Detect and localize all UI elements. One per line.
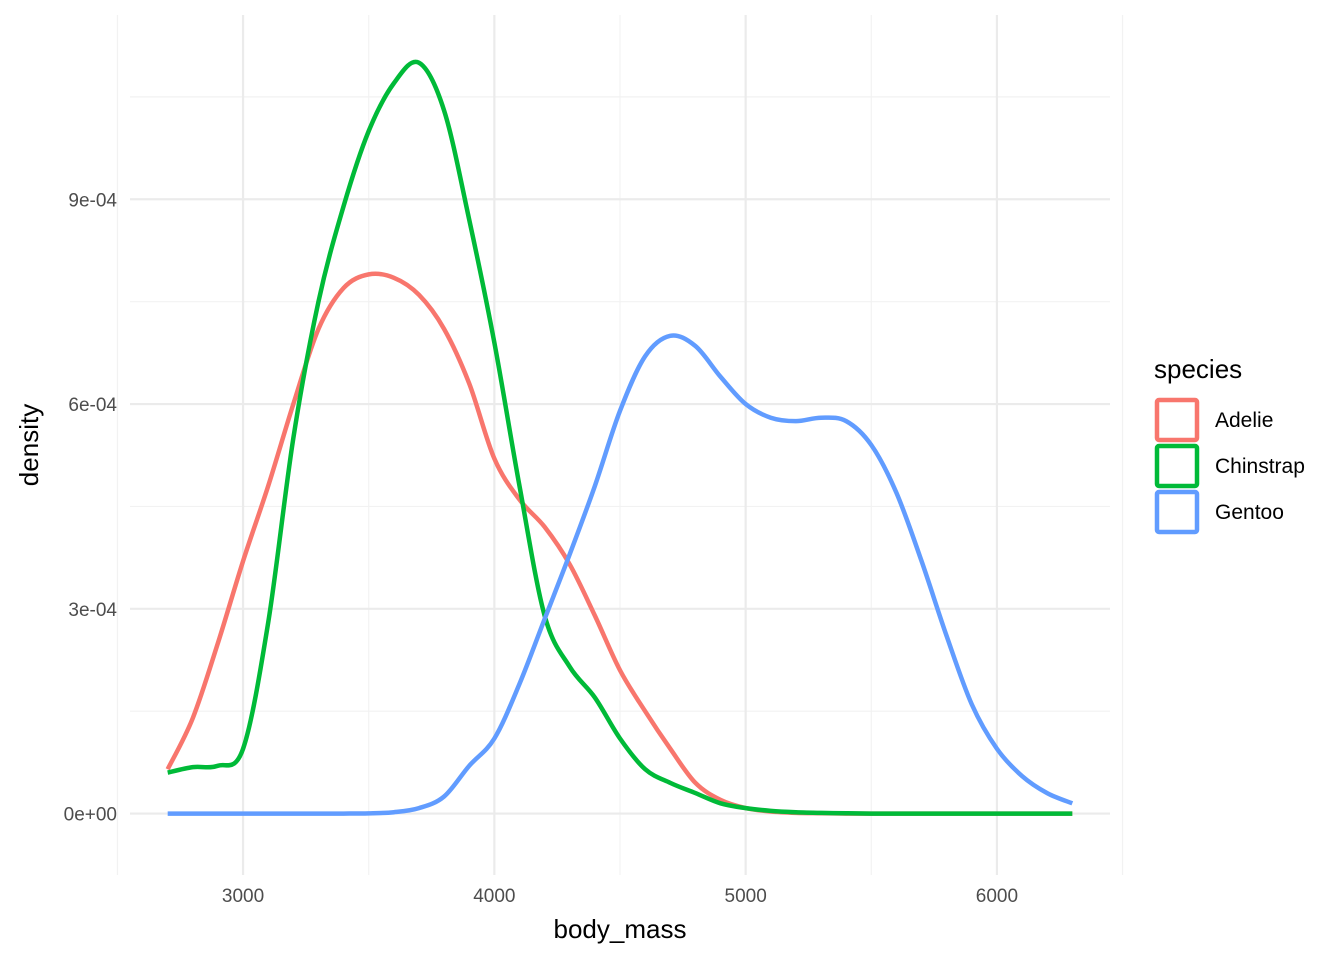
legend: species Adelie Chinstrap Gentoo [1154,354,1305,535]
x-axis-tick-labels: 3000 4000 5000 6000 [222,886,1018,907]
legend-key-gentoo [1154,489,1200,535]
legend-label-gentoo: Gentoo [1215,501,1284,524]
legend-items: Adelie Chinstrap Gentoo [1154,397,1305,535]
legend-label-chinstrap: Chinstrap [1215,455,1305,478]
x-tick-label: 6000 [976,886,1018,907]
x-axis-title: body_mass [554,914,687,944]
x-tick-label: 4000 [473,886,515,907]
legend-label-adelie: Adelie [1215,409,1273,432]
density-line-gentoo [167,333,1074,816]
legend-title: species [1154,354,1242,384]
legend-key-adelie [1154,397,1200,443]
density-line-chinstrap [167,59,1073,816]
y-axis-tick-labels: 0e+00 3e-04 6e-04 9e-04 [64,190,118,825]
y-tick-label: 6e-04 [68,395,117,416]
density-lines [165,59,1074,816]
x-tick-label: 3000 [222,886,264,907]
y-axis-title: density [14,404,44,486]
y-tick-label: 3e-04 [68,600,117,621]
y-tick-label: 0e+00 [64,805,117,826]
x-tick-label: 5000 [725,886,767,907]
minor-gridlines [116,15,1124,875]
legend-key-chinstrap [1154,443,1200,489]
y-tick-label: 9e-04 [68,190,117,211]
